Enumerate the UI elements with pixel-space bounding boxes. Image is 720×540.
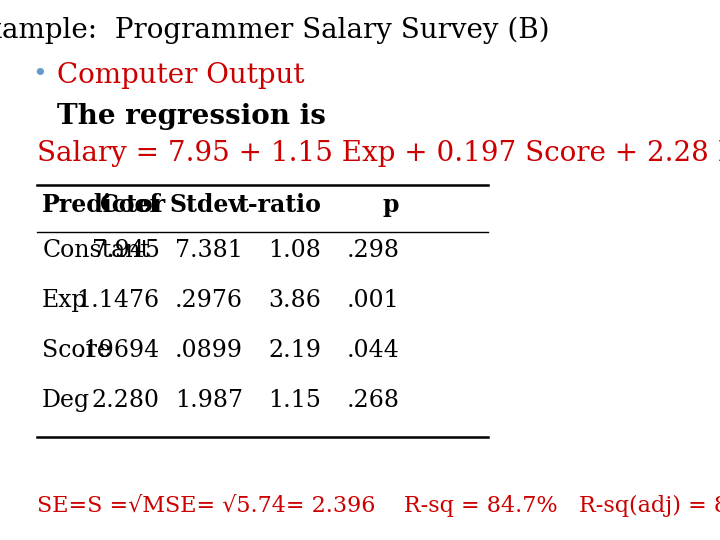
Text: Deg: Deg (42, 389, 90, 413)
Text: p: p (383, 193, 400, 217)
Text: 2.19: 2.19 (268, 339, 321, 362)
Text: .268: .268 (346, 389, 400, 413)
Text: Predictor: Predictor (42, 193, 166, 217)
Text: 7.381: 7.381 (175, 239, 243, 262)
Text: Computer Output: Computer Output (57, 62, 305, 89)
Text: •: • (32, 62, 47, 86)
Text: SE=S =√MSE= √5.74= 2.396    R-sq = 84.7%   R-sq(adj) = 81.8%: SE=S =√MSE= √5.74= 2.396 R-sq = 84.7% R-… (37, 494, 720, 517)
Text: 1.1476: 1.1476 (76, 289, 160, 312)
Text: Stdev: Stdev (170, 193, 243, 217)
Text: Example:  Programmer Salary Survey (B): Example: Programmer Salary Survey (B) (0, 16, 549, 44)
Text: .0899: .0899 (175, 339, 243, 362)
Text: Salary = 7.95 + 1.15 Exp + 0.197 Score + 2.28 Deg: Salary = 7.95 + 1.15 Exp + 0.197 Score +… (37, 140, 720, 167)
Text: 1.987: 1.987 (175, 389, 243, 413)
Text: 1.08: 1.08 (269, 239, 321, 262)
Text: The regression is: The regression is (57, 103, 325, 130)
Text: Exp: Exp (42, 289, 88, 312)
Text: Score: Score (42, 339, 111, 362)
Text: .044: .044 (346, 339, 400, 362)
Text: Coef: Coef (100, 193, 160, 217)
Text: .2976: .2976 (175, 289, 243, 312)
Text: 3.86: 3.86 (269, 289, 321, 312)
Text: Constant: Constant (42, 239, 150, 262)
Text: t-ratio: t-ratio (238, 193, 321, 217)
Text: .001: .001 (347, 289, 400, 312)
Text: 2.280: 2.280 (91, 389, 160, 413)
Text: .298: .298 (346, 239, 400, 262)
Text: .19694: .19694 (76, 339, 160, 362)
Text: 1.15: 1.15 (269, 389, 321, 413)
Text: 7.945: 7.945 (91, 239, 160, 262)
